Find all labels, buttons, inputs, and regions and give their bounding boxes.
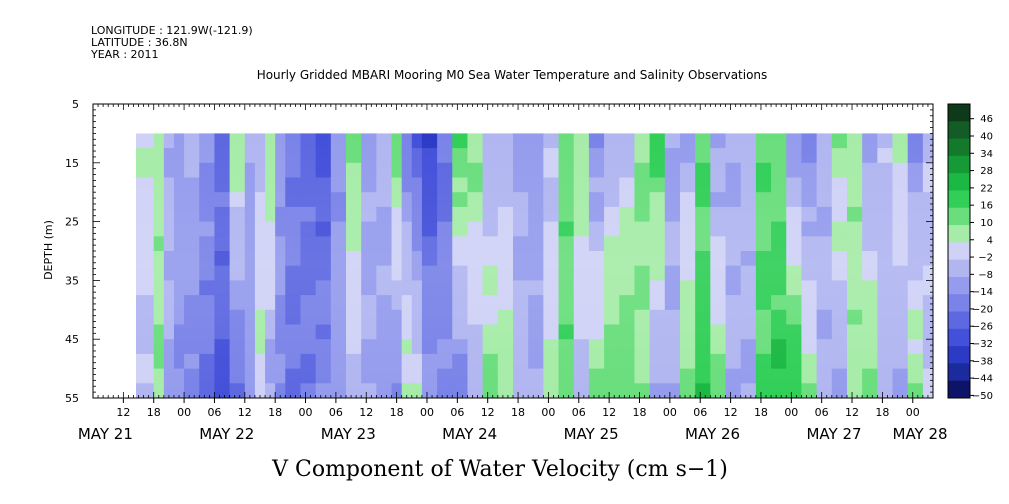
colorbar-swatch — [948, 276, 970, 295]
x-tick-label: 12 — [116, 406, 130, 419]
colorbar-label: −50 — [972, 391, 993, 402]
x-tick-label: 00 — [541, 406, 555, 419]
x-date-label: MAY 22 — [199, 425, 254, 443]
x-tick-label: 06 — [693, 406, 707, 419]
colorbar-label: −44 — [972, 374, 993, 385]
colorbar-swatch — [948, 328, 970, 347]
year-label: YEAR : 2011 — [91, 48, 159, 61]
colorbar-swatch — [948, 190, 970, 209]
colorbar-swatch — [948, 225, 970, 243]
x-tick-label: 00 — [299, 406, 313, 419]
chart-title: Hourly Gridded MBARI Mooring M0 Sea Wate… — [256, 68, 768, 82]
x-tick-label: 18 — [390, 406, 404, 419]
x-tick-label: 18 — [147, 406, 161, 419]
colorbar-swatch — [948, 259, 970, 278]
x-tick-label: 00 — [906, 406, 920, 419]
x-tick-label: 12 — [602, 406, 616, 419]
x-tick-label: 06 — [329, 406, 343, 419]
colorbar-swatch — [948, 380, 970, 399]
y-tick-label: 35 — [65, 274, 79, 287]
x-tick-label: 18 — [511, 406, 525, 419]
x-tick-label: 00 — [420, 406, 434, 419]
colorbar-label: −8 — [978, 270, 993, 281]
colorbar-label: −20 — [972, 304, 993, 315]
y-tick-label: 25 — [65, 216, 79, 229]
colorbar-frame — [947, 103, 971, 399]
colorbar-label: 4 — [987, 235, 993, 246]
colorbar-label: 28 — [980, 166, 993, 177]
x-tick-label: 00 — [177, 406, 191, 419]
colorbar-swatch — [948, 242, 970, 261]
x-tick-label: 18 — [633, 406, 647, 419]
latitude-label: LATITUDE : 36.8N — [91, 36, 188, 49]
y-axis-title: DEPTH (m) — [42, 220, 55, 280]
x-tick-label: 06 — [815, 406, 829, 419]
x-date-label: MAY 26 — [685, 425, 740, 443]
colorbar-label: 22 — [980, 183, 993, 194]
colorbar-label: 34 — [980, 149, 993, 160]
colorbar: 46 40 34 28 22 16 10 4 −2 −8 −14 −20 −26 −32 −38 −44 −50 — [947, 103, 993, 402]
x-date-label: MAY 25 — [564, 425, 619, 443]
x-axis-title: V Component of Water Velocity (cm s−1) — [271, 457, 728, 482]
x-date-label: MAY 28 — [893, 425, 948, 443]
y-tick-label: 45 — [65, 333, 79, 346]
x-tick-label: 12 — [724, 406, 738, 419]
colorbar-label: −38 — [972, 356, 993, 367]
x-date-label: MAY 23 — [321, 425, 376, 443]
colorbar-swatch — [948, 346, 970, 364]
x-date-label: MAY 21 — [78, 425, 133, 443]
x-date-label: MAY 27 — [806, 425, 861, 443]
x-tick-label: 06 — [450, 406, 464, 419]
x-tick-label: 12 — [238, 406, 252, 419]
x-tick-label: 12 — [845, 406, 859, 419]
y-tick-label: 55 — [65, 392, 79, 405]
x-tick-label: 18 — [754, 406, 768, 419]
colorbar-swatch — [948, 311, 970, 330]
x-tick-label: 18 — [875, 406, 889, 419]
x-tick-label: 06 — [572, 406, 586, 419]
x-tick-label: 12 — [359, 406, 373, 419]
x-tick-label: 12 — [481, 406, 495, 419]
axes-layer: 12 18 00 06 12 18 00 06 12 18 00 06 12 18 00 06 12 18 00 06… — [65, 98, 948, 443]
longitude-label: LONGITUDE : 121.9W(-121.9) — [91, 24, 253, 37]
colorbar-label: 10 — [980, 218, 993, 229]
colorbar-label: −32 — [972, 339, 993, 350]
heat-shade — [136, 133, 933, 398]
colorbar-label: 16 — [980, 201, 993, 212]
colorbar-swatch — [948, 294, 970, 313]
colorbar-swatch — [948, 138, 970, 157]
x-tick-label: 18 — [268, 406, 282, 419]
colorbar-swatch — [948, 207, 970, 226]
colorbar-swatch — [948, 121, 970, 140]
colorbar-swatch — [948, 173, 970, 191]
colorbar-swatch — [948, 104, 970, 122]
x-tick-label: 00 — [663, 406, 677, 419]
y-tick-label: 5 — [72, 98, 79, 111]
y-tick-label: 15 — [65, 157, 79, 170]
colorbar-label: −26 — [972, 322, 993, 333]
heatmap-layer — [136, 133, 933, 398]
x-tick-label: 06 — [207, 406, 221, 419]
colorbar-swatch — [948, 155, 970, 174]
colorbar-swatch — [948, 363, 970, 382]
colorbar-label: −2 — [978, 253, 993, 264]
x-tick-label: 00 — [784, 406, 798, 419]
colorbar-label: 46 — [980, 114, 993, 125]
x-date-label: MAY 24 — [442, 425, 497, 443]
colorbar-label: −14 — [972, 287, 993, 298]
colorbar-label: 40 — [980, 131, 993, 142]
